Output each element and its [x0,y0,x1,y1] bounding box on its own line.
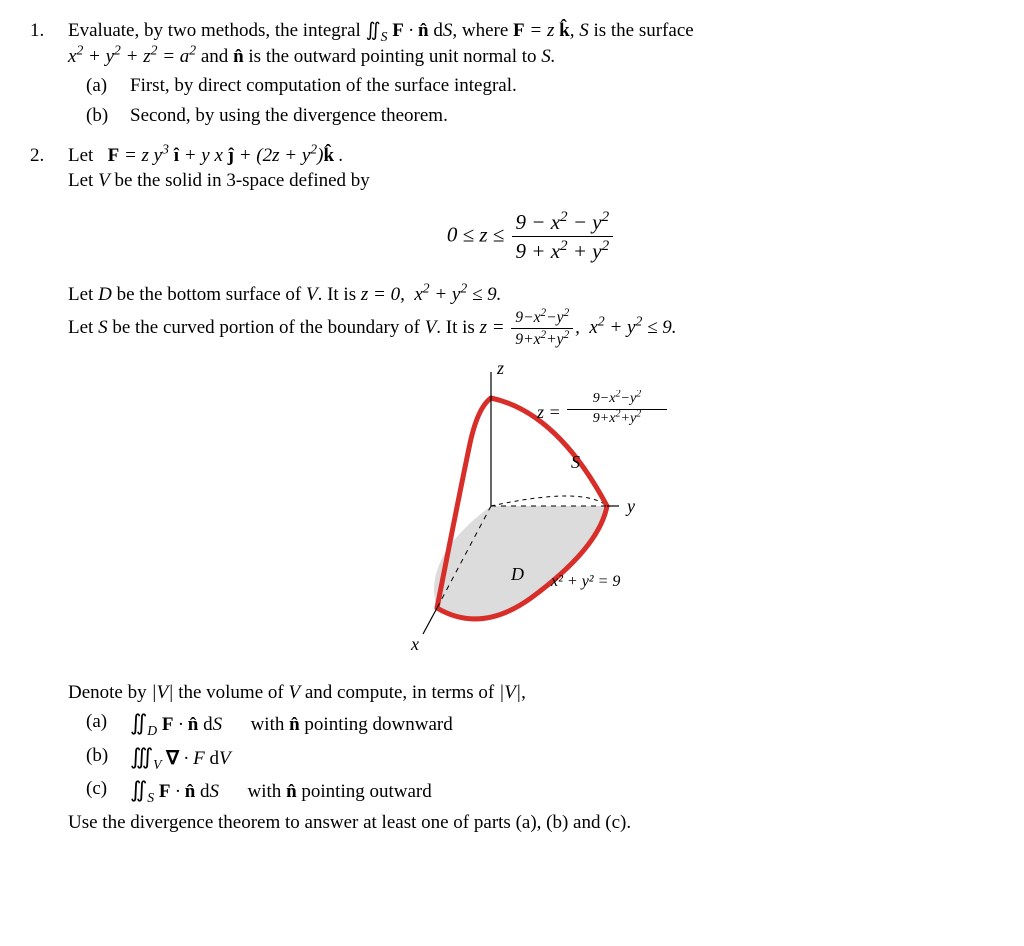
p1-number: 1. [30,18,68,129]
p2-a-label: (a) [68,709,130,738]
p1-part-a: (a) First, by direct computation of the … [68,73,994,99]
p2-frac: 9 − x2 − y2 9 + x2 + y2 [512,208,614,266]
p1-part-b: (b) Second, by using the divergence theo… [68,103,994,129]
p2-a-tail: with n̂ pointing downward [251,714,453,735]
problem-1: 1. Evaluate, by two methods, the integra… [30,18,994,129]
label-x: x [410,634,419,654]
p2-let-label: Let [68,145,103,166]
figure-svg: z y x D S z = 9−x2−y2 9+x2+y2 x² + y² = … [351,358,711,658]
disk-fill [434,506,607,619]
label-y: y [625,496,635,516]
p1-Fdef: F = z k̂, [513,20,574,41]
p2-letS: Let S be the curved portion of the bound… [68,307,994,350]
p2-ineq: 0 ≤ z ≤ 9 − x2 − y2 9 + x2 + y2 [68,208,994,266]
label-D: D [510,564,524,584]
p1-outward: is the outward pointing unit normal to [248,46,541,67]
problem-2: 2. Let F = z y3 î + y x ĵ + (2z + y2)k̂ … [30,143,994,836]
p2-body: Let F = z y3 î + y x ĵ + (2z + y2)k̂ . L… [68,143,994,836]
p2-c-text: ∬S F · n̂ dS with n̂ pointing outward [130,776,994,805]
p2-b-text: ∭V ∇ · F dV [130,743,994,772]
p1-and: and [201,46,233,67]
p2-a-expr: F · n̂ dS [162,714,222,735]
p2-letV: Let V be the solid in 3-space defined by [68,170,370,191]
p1-is: is the surface [593,20,693,41]
label-curve-z: z = [536,402,561,422]
p2-b-intsub: V [153,757,161,772]
x-axis-solid [423,608,437,634]
p2-part-b: (b) ∭V ∇ · F dV [68,743,994,772]
label-S: S [571,452,580,472]
p2-b-label: (b) [68,743,130,772]
p1-a-label: (a) [68,73,130,99]
p2-sfrac-de: 9+x2+y2 [511,329,573,350]
p2-c-tail: with n̂ pointing outward [248,781,432,802]
p1-S2: S. [541,46,555,67]
p1-line1a: Evaluate, by two methods, the integral ∬ [68,20,381,41]
p1-line2: x2 + y2 + z2 = a2 [68,46,196,67]
p1-S: S [579,20,593,41]
p1-stem: 1. Evaluate, by two methods, the integra… [30,18,994,129]
label-curve-frac: 9−x2−y2 9+x2+y2 [567,390,667,436]
p2-number: 2. [30,143,68,836]
p2-c-intsub: S [147,790,154,805]
p2-c-int: ∬ [130,778,147,802]
p1-body: Evaluate, by two methods, the integral ∬… [68,18,994,129]
p1-nhat: n̂ [233,46,244,67]
p1-a-text: First, by direct computation of the surf… [130,73,994,99]
p1-where: where [462,20,513,41]
p2-frac-de: 9 + x2 + y2 [512,237,614,265]
figure: z y x D S z = 9−x2−y2 9+x2+y2 x² + y² = … [68,358,994,666]
p1-line1b: F · n̂ dS, [392,20,462,41]
label-z: z [496,358,504,378]
p2-denote: Denote by |V| the volume of V and comput… [68,680,994,706]
p2-a-intsub: D [147,723,157,738]
p2-frac-nu: 9 − x2 − y2 [512,208,614,237]
p2-a-int: ∬ [130,711,147,735]
p2-c-label: (c) [68,776,130,805]
p2-b-expr: ∇ · F dV [166,748,230,769]
p1-b-label: (b) [68,103,130,129]
p2-part-a: (a) ∬D F · n̂ dS with n̂ pointing downwa… [68,709,994,738]
p2-use: Use the divergence theorem to answer at … [68,810,994,836]
p2-ineq-left: 0 ≤ z ≤ [447,223,510,247]
p2-c-expr: F · n̂ dS [159,781,219,802]
p2-letD: Let D be the bottom surface of V. It is … [68,282,994,308]
p2-b-int: ∭ [130,745,153,769]
p2-stem: 2. Let F = z y3 î + y x ĵ + (2z + y2)k̂ … [30,143,994,836]
p2-a-text: ∬D F · n̂ dS with n̂ pointing downward [130,709,994,738]
p1-b-text: Second, by using the divergence theorem. [130,103,994,129]
disk-back-edge [491,496,607,506]
p1-int-sub: S [381,29,388,44]
p2-smallfrac: 9−x2−y2 9+x2+y2 [511,307,573,350]
p2-Fdef: F = z y3 î + y x ĵ + (2z + y2)k̂ . [108,145,344,166]
label-circle: x² + y² = 9 [550,573,620,590]
p2-sfrac-nu: 9−x2−y2 [511,307,573,329]
p2-part-c: (c) ∬S F · n̂ dS with n̂ pointing outwar… [68,776,994,805]
